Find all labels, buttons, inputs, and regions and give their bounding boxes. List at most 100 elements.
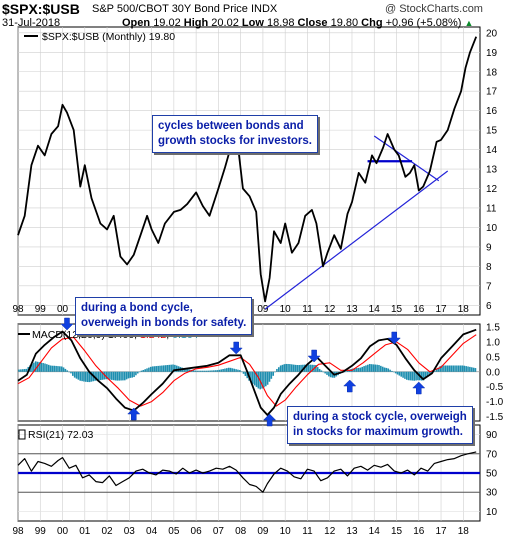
macd-histogram-bar [446,365,449,372]
y-tick-label: 12 [486,184,498,195]
macd-histogram-bar [311,364,313,372]
macd-histogram-bar [242,371,245,374]
macd-histogram-bar [424,371,427,379]
macd-histogram-bar [123,371,126,381]
x-tick-label: 98 [12,526,24,537]
y-tick-label: 0.5 [486,352,500,363]
trendline [264,170,449,310]
annotation-line: growth stocks for investors. [158,135,313,147]
x-tick-label: 02 [101,526,113,537]
x-tick-label: 99 [35,304,47,315]
macd-histogram-bar [300,364,302,372]
macd-histogram-bar [250,371,252,383]
macd-histogram-bar [38,362,41,372]
macd-histogram-bar [393,371,395,373]
high-value: 20.02 [211,17,239,29]
chg-label: Chg [361,17,383,29]
macd-histogram-bar [443,365,445,372]
macd-histogram-bar [305,364,308,372]
macd-histogram-bar [400,371,403,377]
macd-histogram-bar [127,371,130,379]
x-tick-label: 14 [369,526,381,537]
macd-histogram-bar [66,370,69,372]
x-tick-label: 05 [168,526,180,537]
macd-histogram-bar [77,371,80,380]
macd-histogram-bar [131,371,133,378]
x-tick-label: 03 [124,526,136,537]
macd-histogram-bar [237,369,239,372]
watermark: @ StockCharts.com [385,3,483,15]
macd-histogram-bar [441,365,443,372]
macd-histogram-bar [18,369,20,372]
y-tick-label: 9 [486,242,492,253]
macd-histogram-bar [133,371,135,378]
x-tick-label: 00 [57,304,69,315]
macd-histogram-bar [62,367,65,372]
macd-histogram-bar [49,365,52,372]
macd-histogram-bar [162,365,165,372]
y-tick-label: 11 [486,203,497,214]
macd-histogram-bar [320,370,323,372]
macd-histogram-bar [140,370,143,372]
macd-histogram-bar [322,371,325,373]
macd-histogram-bar [463,365,466,372]
annotation-marks [60,317,426,427]
macd-histogram-bar [59,366,61,372]
x-tick-label: 12 [324,526,336,537]
down-arrow-icon [60,317,74,331]
macd-histogram-bar [170,364,172,372]
macd-histogram-bar [94,371,96,381]
high-label: High [183,17,209,29]
macd-histogram-bar [405,371,408,380]
x-tick-label: 11 [302,526,313,537]
x-tick-label: 14 [369,304,381,315]
x-tick-label: 08 [235,526,247,537]
macd-histogram-bar [116,371,119,381]
y-tick-label: 15 [486,126,498,137]
macd-histogram-bar [90,371,93,382]
macd-histogram-bar [316,367,319,372]
macd-histogram-bar [422,371,425,381]
chg-up-icon: ▲ [464,18,474,28]
x-tick-label: 01 [79,526,91,537]
y-tick-label: 16 [486,106,498,117]
macd-histogram-bar [264,371,267,387]
macd-histogram-bar [391,370,393,372]
y-tick-label: 0.0 [486,367,500,378]
macd-histogram-bar [357,367,360,372]
macd-histogram-bar [112,371,115,381]
macd-histogram-bar [109,371,111,380]
y-tick-label: 10 [486,507,498,518]
macd-histogram-bar [201,370,204,372]
chart-date: 31-Jul-2018 [2,17,61,29]
x-tick-label: 17 [435,304,447,315]
macd-histogram-bar [46,364,48,372]
macd-histogram-bar [161,365,163,372]
macd-histogram-bar [172,364,174,372]
annotation-stock-cycle: during a stock cycle, overweigh in stock… [287,406,473,444]
annotation-cycles: cycles between bonds and growth stocks f… [152,115,319,153]
macd-histogram-bar [129,371,132,378]
macd-histogram-bar [47,364,50,372]
macd-histogram-bar [20,369,22,372]
x-tick-label: 18 [458,304,470,315]
annotation-line: during a stock cycle, overweigh [293,411,467,423]
macd-histogram-bar [205,370,208,372]
y-tick-label: 10 [486,223,498,234]
macd-legend-part: , [166,329,172,341]
down-arrow-icon [307,349,321,363]
x-tick-label: 12 [324,304,336,315]
macd-histogram-bar [60,366,63,372]
x-tick-label: 11 [302,304,313,315]
macd-histogram-bar [214,370,217,372]
y-tick-label: -1.5 [486,412,504,423]
macd-histogram-bar [368,364,371,372]
macd-histogram-bar [294,364,297,372]
macd-histogram-bar [40,362,43,372]
up-arrow-icon [127,407,141,421]
y-tick-label: 70 [486,449,498,460]
macd-histogram-bar [474,368,477,372]
macd-histogram-bar [459,365,462,372]
macd-histogram-bar [251,371,254,384]
macd-histogram-bar [404,371,406,379]
